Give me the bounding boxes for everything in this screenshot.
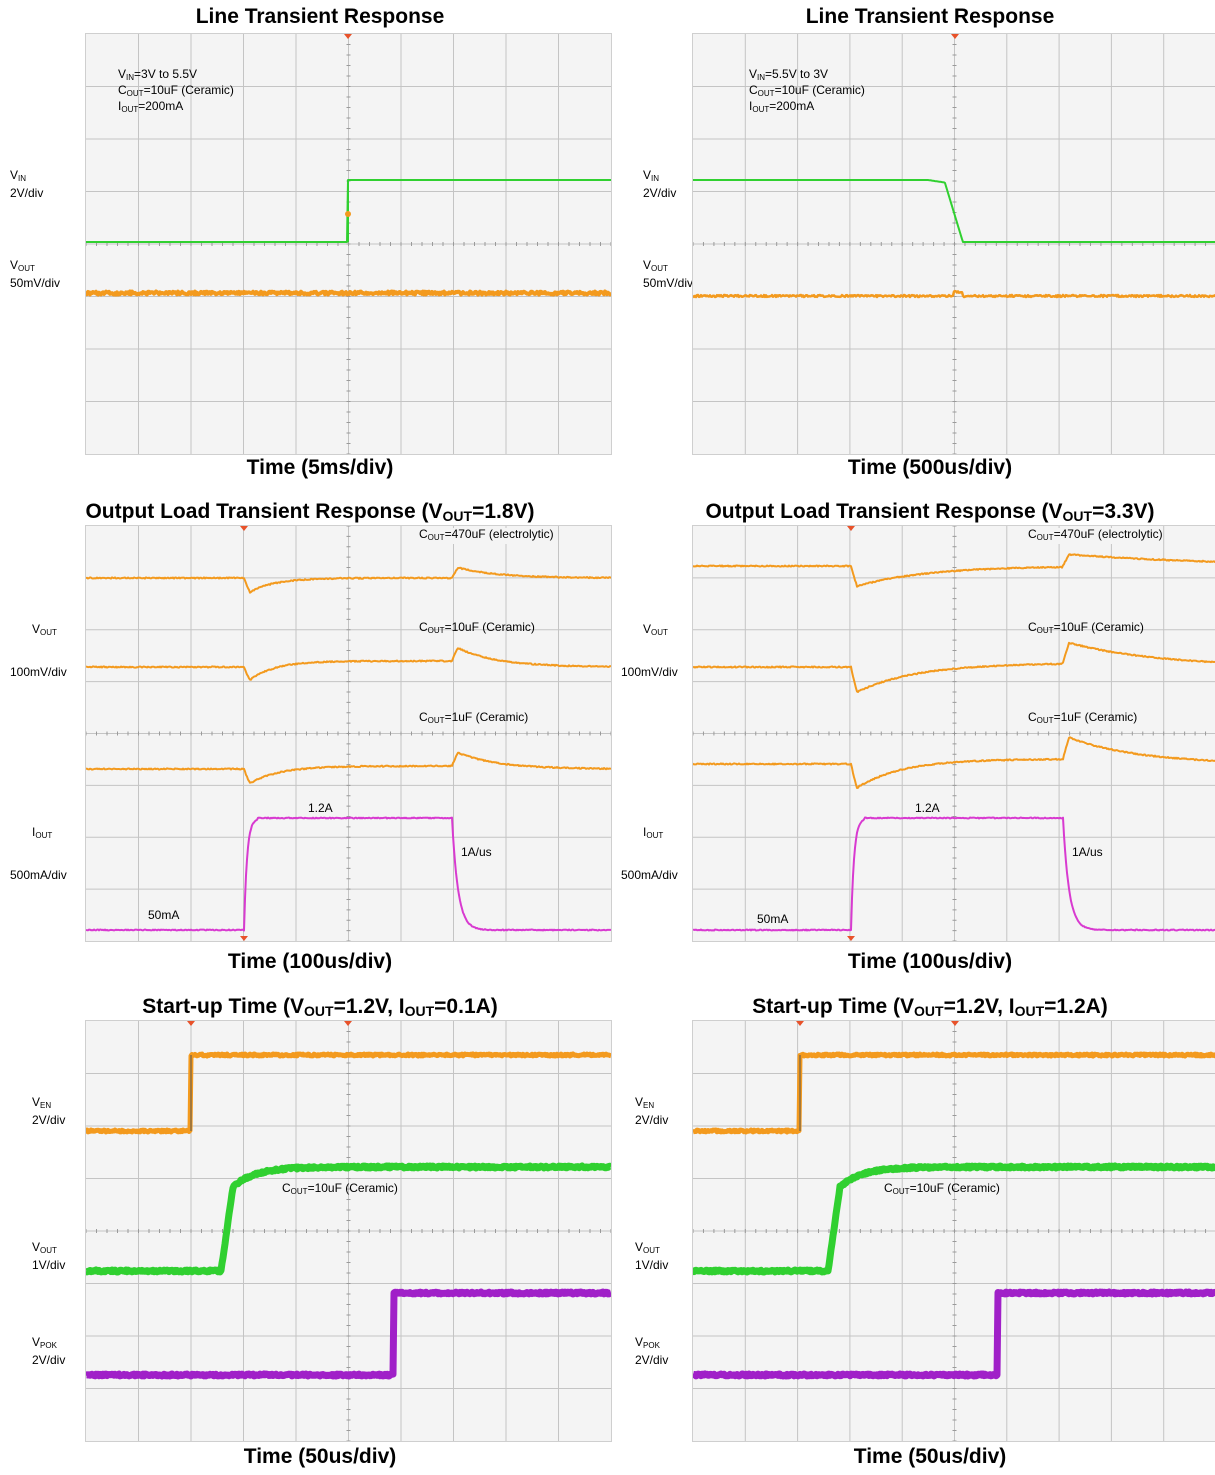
vout-trace [86,292,611,295]
chart-title: Line Transient Response [600,5,1215,29]
test-conditions: VIN=3V to 5.5V COUT=10uF (Ceramic) IOUT=… [118,68,234,116]
trigger-marker [847,526,855,531]
caption-10uf: COUT=10uF (Ceramic) [1028,621,1144,637]
x-axis-label: Time (100us/div) [0,950,620,974]
caption-470uf: COUT=470uF (electrolytic) [419,528,554,544]
test-conditions: VIN=5.5V to 3V COUT=10uF (Ceramic) IOUT=… [749,68,865,116]
trigger-marker [187,1021,195,1026]
current-high-label: 1.2A [915,802,940,815]
caption-470uf: COUT=470uF (electrolytic) [1028,528,1163,544]
scope-traces [693,1021,1215,1441]
x-axis-label: Time (5ms/div) [0,456,640,480]
current-low-label: 50mA [148,909,179,922]
scope-traces [86,1021,611,1441]
vout-scale-value: 100mV/div [10,665,67,679]
x-axis-label: Time (500us/div) [600,456,1215,480]
x-axis-label: Time (50us/div) [0,1445,640,1469]
trigger-marker-center [344,1021,352,1026]
chart-title: Output Load Transient Response (VOUT=3.3… [600,500,1215,524]
vout-scale-label: VOUT [32,622,57,640]
vpok-scale-label: VPOK 2V/div [32,1335,65,1367]
current-high-label: 1.2A [308,802,333,815]
chart-title: Line Transient Response [0,5,640,29]
slew-label: 1A/us [1072,846,1103,859]
trigger-marker-bottom [847,936,855,941]
scope-plot: COUT=10uF (Ceramic) [85,1020,612,1442]
chart-title: Start-up Time (VOUT=1.2V, IOUT=1.2A) [600,995,1215,1019]
scope-plot: VIN=5.5V to 3V COUT=10uF (Ceramic) IOUT=… [692,33,1215,455]
caption-10uf: COUT=10uF (Ceramic) [282,1182,398,1198]
iout-scale-label: IOUT [32,825,52,843]
chart-startup-0a1: Start-up Time (VOUT=1.2V, IOUT=0.1A) VEN… [0,990,615,1475]
vout-scale-label: VOUT 50mV/div [643,258,693,290]
caption-1uf: COUT=1uF (Ceramic) [419,711,528,727]
trigger-marker [951,34,959,39]
caption-10uf: COUT=10uF (Ceramic) [884,1182,1000,1198]
scope-traces [86,526,611,941]
caption-10uf: COUT=10uF (Ceramic) [419,621,535,637]
trigger-point [345,211,351,217]
trigger-marker [240,526,248,531]
trigger-marker-bottom [240,936,248,941]
scope-plot: COUT=10uF (Ceramic) [692,1020,1215,1442]
vin-scale-label: VIN 2V/div [10,168,43,200]
scope-plot: COUT=470uF (electrolytic) COUT=10uF (Cer… [692,525,1215,942]
iout-scale-value: 500mA/div [621,868,678,882]
chart-load-transient-1v8: Output Load Transient Response (VOUT=1.8… [0,495,615,985]
slew-label: 1A/us [461,846,492,859]
vout-scale-label: VOUT 1V/div [635,1240,668,1272]
vout-scale-value: 100mV/div [621,665,678,679]
scope-plot: VIN=3V to 5.5V COUT=10uF (Ceramic) IOUT=… [85,33,612,455]
iout-scale-label: IOUT [643,825,663,843]
chart-load-transient-3v3: Output Load Transient Response (VOUT=3.3… [600,495,1215,985]
chart-line-transient-down: Line Transient Response VIN 2V/div VOUT 50… [600,0,1215,490]
scope-traces [693,526,1215,941]
iout-scale-value: 500mA/div [10,868,67,882]
ven-scale-label: VEN 2V/div [32,1095,65,1127]
current-low-label: 50mA [757,913,788,926]
chart-title: Start-up Time (VOUT=1.2V, IOUT=0.1A) [0,995,640,1019]
vout-scale-label: VOUT 1V/div [32,1240,65,1272]
chart-line-transient-up: Line Transient Response VIN 2V/div VOUT 50… [0,0,610,490]
x-axis-label: Time (50us/div) [600,1445,1215,1469]
chart-startup-1a2: Start-up Time (VOUT=1.2V, IOUT=1.2A) VEN… [600,990,1215,1475]
vout-scale-label: VOUT [643,622,668,640]
x-axis-label: Time (100us/div) [600,950,1215,974]
trigger-marker [344,34,352,39]
trigger-marker-center [951,1021,959,1026]
scope-plot: COUT=470uF (electrolytic) COUT=10uF (Cer… [85,525,612,942]
vout-trace [693,291,1215,297]
ven-scale-label: VEN 2V/div [635,1095,668,1127]
caption-1uf: COUT=1uF (Ceramic) [1028,711,1137,727]
vpok-scale-label: VPOK 2V/div [635,1335,668,1367]
chart-title: Output Load Transient Response (VOUT=1.8… [0,500,620,524]
vin-scale-label: VIN 2V/div [643,168,676,200]
vout-scale-label: VOUT 50mV/div [10,258,60,290]
